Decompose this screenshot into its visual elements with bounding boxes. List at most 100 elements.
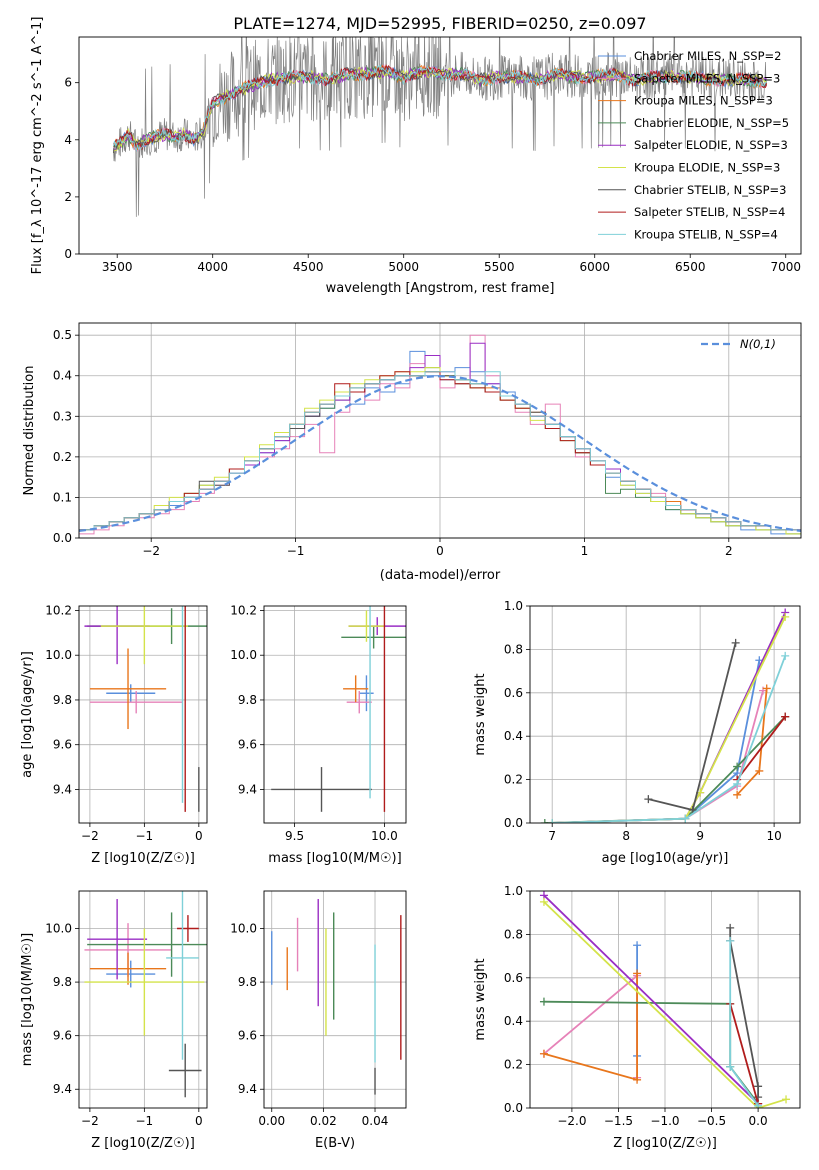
legend-label: Kroupa ELODIE, N_SSP=3 [634, 161, 780, 175]
x-tick-label: 10 [766, 829, 781, 843]
x-tick-label: 9.5 [285, 829, 304, 843]
weight-marker [540, 819, 549, 823]
y-tick-label: 10.0 [45, 922, 72, 936]
y-tick-label: 0.6 [504, 686, 523, 700]
legend-label: Kroupa MILES, N_SSP=3 [634, 94, 773, 108]
panel-mass-weight-vs-age: 7 8 9 10 0.0 0.2 0.4 0.6 0.8 1.0 age [log10(age/yr… [473, 599, 801, 866]
legend-label: Chabrier ELODIE, N_SSP=5 [634, 116, 789, 130]
y-tick-label: 1.0 [504, 599, 523, 613]
axes-frame [78, 890, 208, 1109]
weight-marker [754, 1101, 763, 1108]
x-axis-label: age [log10(age/yr)] [602, 851, 729, 866]
y-tick-label: 10.0 [45, 648, 72, 662]
y-tick-label: 0.2 [504, 773, 523, 787]
x-tick-label: 0.0 [749, 1114, 768, 1128]
x-tick-label: −1 [287, 544, 305, 558]
frame: 0.00 0.02 0.04 9.4 9.6 9.8 10.0 E(B-V) [230, 890, 407, 1151]
weight-line [552, 660, 761, 823]
y-axis-label: mass [log10(M/M☉)] [20, 933, 35, 1066]
y-tick-label: 0 [64, 247, 72, 261]
legend-label: Salpeter ELODIE, N_SSP=3 [634, 138, 788, 152]
weight-marker [781, 651, 790, 660]
weight-marker [726, 923, 735, 932]
y-axis-label: Normed distribution [22, 366, 37, 496]
x-tick-label: −2.0 [557, 1114, 586, 1128]
x-axis-label: Z [log10(Z/Z☉)] [613, 1136, 717, 1151]
grid [79, 606, 207, 823]
x-tick-label: 0.00 [258, 1114, 285, 1128]
weight-marker [681, 814, 690, 823]
weight-marker [733, 790, 742, 799]
y-tick-label: 6 [64, 76, 72, 90]
y-tick-label: 9.4 [53, 1082, 72, 1096]
x-tick-label: 1 [581, 544, 589, 558]
x-axis-label: (data-model)/error [380, 568, 501, 583]
legend: N(0,1) [701, 337, 776, 351]
panel-age-vs-Z: −2 −1 0 9.4 9.6 9.8 10.0 10.2 Z [log10(Z/Z☉)] age… [20, 603, 208, 866]
weight-marker [781, 612, 790, 621]
legend-label: Chabrier STELIB, N_SSP=3 [634, 183, 786, 197]
y-tick-label: 2 [64, 190, 72, 204]
legend-label: Chabrier MILES, N_SSP=2 [634, 49, 781, 63]
y-tick-label: 0.2 [504, 1058, 523, 1072]
weight-marker [733, 779, 742, 788]
legend-label: Kroupa STELIB, N_SSP=4 [634, 227, 778, 241]
frame: 9.5 10.0 9.4 9.6 9.8 10.0 10.2 mass [log10(M/M☉… [230, 603, 407, 866]
axes-frame [263, 890, 407, 1109]
x-tick-label: 4500 [293, 260, 324, 274]
panel-spectrum: 3500 4000 4500 5000 5500 6000 6500 7000 0 2 4 6 wave… [30, 17, 802, 296]
weight-marker [539, 997, 548, 1006]
x-tick-label: −2 [81, 829, 99, 843]
weight-line [543, 1000, 759, 1105]
x-tick-label: 4000 [197, 260, 228, 274]
y-tick-label: 0.0 [504, 1101, 523, 1115]
y-tick-label: 0.8 [504, 642, 523, 656]
y-tick-label: 0.5 [53, 328, 72, 342]
weight-line [543, 973, 638, 1081]
plot-area [84, 606, 207, 812]
weight-line [543, 894, 759, 1105]
y-tick-label: 9.4 [238, 1082, 257, 1096]
grid [530, 605, 800, 824]
frame: 7 8 9 10 0.0 0.2 0.4 0.6 0.8 1.0 age [log10(age/yr… [473, 599, 801, 866]
x-tick-label: −1 [136, 829, 154, 843]
y-tick-label: 0.1 [53, 490, 72, 504]
x-tick-label: 10.0 [371, 829, 398, 843]
y-tick-label: 4 [64, 133, 72, 147]
y-tick-label: 0.4 [504, 729, 523, 743]
gaussian-curve [79, 375, 801, 532]
weight-marker [633, 1075, 642, 1084]
weight-marker [644, 795, 653, 804]
weight-marker [726, 1062, 735, 1071]
model-spectrum [112, 66, 767, 154]
x-tick-label: 0.02 [310, 1114, 337, 1128]
y-tick-label: 0.2 [53, 450, 72, 464]
axes-frame [78, 605, 208, 824]
panel-age-vs-mass: 9.5 10.0 9.4 9.6 9.8 10.0 10.2 mass [log10(M/M☉… [230, 603, 407, 866]
y-tick-label: 0.4 [504, 1014, 523, 1028]
weight-marker [781, 712, 790, 721]
model-spectrum [112, 63, 767, 153]
panel-mass-weight-vs-Z: −2.0 −1.5 −1.0 −0.5 0.0 0.0 0.2 0.4 0.6 0.8 1.0 Z [… [473, 884, 801, 1151]
y-tick-label: 9.6 [53, 738, 72, 752]
y-axis-label: Flux [f_λ 10^-17 erg cm^-2 s^-1 A^-1] [30, 17, 45, 275]
weight-line [552, 612, 787, 823]
x-tick-label: 0 [195, 829, 203, 843]
axes-frame [529, 605, 801, 824]
y-tick-label: 9.6 [238, 738, 257, 752]
x-axis-label: wavelength [Angstrom, rest frame] [326, 281, 555, 296]
y-axis-label: age [log10(age/yr)] [20, 651, 35, 778]
frame: −2.0 −1.5 −1.0 −0.5 0.0 0.0 0.2 0.4 0.6 0.8 1.0 Z [… [473, 884, 801, 1151]
y-tick-label: 0.0 [53, 531, 72, 545]
x-tick-label: −1.0 [650, 1114, 679, 1128]
y-tick-label: 0.4 [53, 369, 72, 383]
weight-line [552, 616, 787, 823]
weight-line [736, 716, 786, 781]
x-tick-label: 8 [622, 829, 630, 843]
y-tick-label: 0.3 [53, 409, 72, 423]
y-tick-label: 9.8 [238, 975, 257, 989]
plot-area [271, 606, 406, 812]
x-axis-label: Z [log10(Z/Z☉)] [91, 851, 195, 866]
weight-line [552, 655, 787, 823]
